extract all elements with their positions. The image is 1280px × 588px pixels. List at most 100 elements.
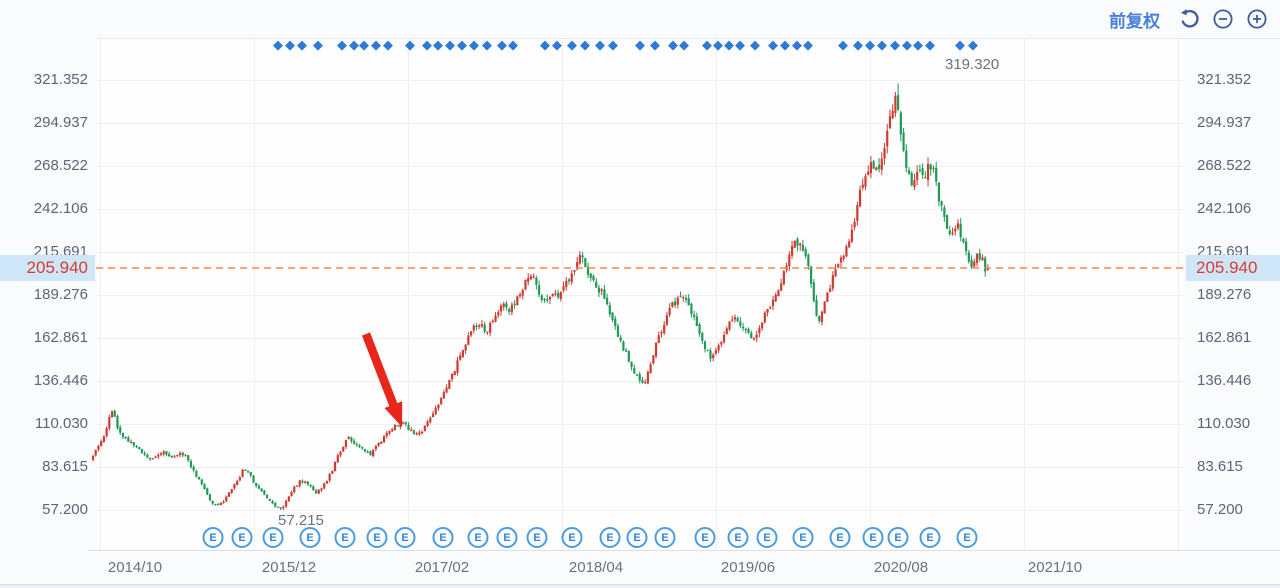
event-diamond-icon[interactable]: ◆ [297, 38, 307, 53]
earnings-report-icon[interactable]: E [496, 527, 518, 548]
event-diamond-icon[interactable]: ◆ [359, 38, 369, 53]
event-diamond-icon[interactable]: ◆ [668, 38, 678, 53]
earnings-report-icon[interactable]: E [887, 527, 909, 548]
event-diamond-icon[interactable]: ◆ [803, 38, 813, 53]
event-diamond-icon[interactable]: ◆ [273, 38, 283, 53]
earnings-report-icon[interactable]: E [626, 527, 648, 548]
x-axis-label: 2015/12 [261, 559, 317, 576]
event-diamond-icon[interactable]: ◆ [702, 38, 712, 53]
earnings-report-icon[interactable]: E [526, 527, 548, 548]
event-diamond-icon[interactable]: ◆ [865, 38, 875, 53]
event-diamond-icon[interactable]: ◆ [508, 38, 518, 53]
event-diamond-icon[interactable]: ◆ [482, 38, 492, 53]
y-axis-label-left: 83.615 [42, 458, 88, 475]
event-diamond-icon[interactable]: ◆ [650, 38, 660, 53]
y-axis-label-right: 242.106 [1197, 200, 1252, 217]
event-diamond-icon[interactable]: ◆ [713, 38, 723, 53]
y-axis-right: 321.352 294.937 268.522 242.106 215.691 189.2… [1197, 0, 1280, 588]
event-diamond-icon[interactable]: ◆ [925, 38, 935, 53]
earnings-report-icon[interactable]: E [654, 527, 676, 548]
last-price-badge-right: 205.940 [1186, 255, 1280, 281]
y-axis-label-left: 242.106 [33, 200, 88, 217]
x-axis-label: 2014/10 [107, 559, 163, 576]
event-diamond-icon[interactable]: ◆ [750, 38, 760, 53]
y-axis-label-right: 321.352 [1197, 71, 1252, 88]
earnings-report-icon[interactable]: E [432, 527, 454, 548]
event-diamond-icon[interactable]: ◆ [580, 38, 590, 53]
event-diamond-icon[interactable]: ◆ [497, 38, 507, 53]
event-diamond-icon[interactable]: ◆ [768, 38, 778, 53]
x-axis-label: 2019/06 [720, 559, 776, 576]
zoom-in-icon[interactable] [1246, 8, 1268, 30]
y-axis-left: 321.352 294.937 268.522 242.106 215.691 189.2… [0, 0, 88, 588]
event-diamond-icon[interactable]: ◆ [552, 38, 562, 53]
event-diamond-icon[interactable]: ◆ [968, 38, 978, 53]
event-diamond-icon[interactable]: ◆ [853, 38, 863, 53]
event-diamond-icon[interactable]: ◆ [313, 38, 323, 53]
earnings-report-icon[interactable]: E [919, 527, 941, 548]
event-diamond-icon[interactable]: ◆ [540, 38, 550, 53]
y-axis-label-left: 294.937 [33, 114, 88, 131]
earnings-report-icon[interactable]: E [262, 527, 284, 548]
event-diamond-icon[interactable]: ◆ [890, 38, 900, 53]
earnings-report-icon[interactable]: E [467, 527, 489, 548]
earnings-report-icon[interactable]: E [727, 527, 749, 548]
event-diamond-icon[interactable]: ◆ [469, 38, 479, 53]
event-diamond-icon[interactable]: ◆ [608, 38, 618, 53]
y-axis-label-right: 136.446 [1197, 372, 1252, 389]
x-axis-label: 2018/04 [568, 559, 624, 576]
y-axis-label-right: 294.937 [1197, 114, 1252, 131]
event-diamond-icon[interactable]: ◆ [405, 38, 415, 53]
event-diamond-icon[interactable]: ◆ [337, 38, 347, 53]
earnings-report-icon[interactable]: E [756, 527, 778, 548]
event-diamond-icon[interactable]: ◆ [838, 38, 848, 53]
event-diamond-icon[interactable]: ◆ [635, 38, 645, 53]
event-diamond-icon[interactable]: ◆ [679, 38, 689, 53]
earnings-report-icon[interactable]: E [561, 527, 583, 548]
earnings-report-icon[interactable]: E [394, 527, 416, 548]
event-diamond-icon[interactable]: ◆ [383, 38, 393, 53]
earnings-report-icon[interactable]: E [956, 527, 978, 548]
y-axis-label-left: 57.200 [42, 501, 88, 518]
event-diamond-icon[interactable]: ◆ [595, 38, 605, 53]
event-diamond-icon[interactable]: ◆ [445, 38, 455, 53]
earnings-report-icon[interactable]: E [366, 527, 388, 548]
y-axis-label-right: 110.030 [1197, 415, 1251, 432]
earnings-report-icon[interactable]: E [202, 527, 224, 548]
event-diamond-icon[interactable]: ◆ [457, 38, 467, 53]
low-price-annotation: 57.215 [278, 512, 324, 529]
earnings-report-icon[interactable]: E [599, 527, 621, 548]
adjust-mode-button[interactable]: 前复权 [1109, 11, 1160, 31]
earnings-report-icon[interactable]: E [694, 527, 716, 548]
undo-icon[interactable] [1178, 8, 1200, 30]
y-axis-label-right: 162.861 [1197, 329, 1252, 346]
event-diamond-icon[interactable]: ◆ [955, 38, 965, 53]
y-axis-label-right: 83.615 [1197, 458, 1243, 475]
event-diamond-icon[interactable]: ◆ [735, 38, 745, 53]
chart-toolbar: 前复权 [1109, 6, 1268, 32]
event-diamond-icon[interactable]: ◆ [877, 38, 887, 53]
event-diamond-icon[interactable]: ◆ [792, 38, 802, 53]
earnings-report-icon[interactable]: E [299, 527, 321, 548]
earnings-report-icon[interactable]: E [792, 527, 814, 548]
event-diamond-icon[interactable]: ◆ [902, 38, 912, 53]
earnings-report-icon[interactable]: E [862, 527, 884, 548]
event-diamond-icon[interactable]: ◆ [285, 38, 295, 53]
event-diamond-icon[interactable]: ◆ [567, 38, 577, 53]
x-axis-label: 2021/10 [1027, 559, 1083, 576]
zoom-out-icon[interactable] [1212, 8, 1234, 30]
y-axis-label-right: 57.200 [1197, 501, 1243, 518]
x-axis-label: 2017/02 [414, 559, 470, 576]
event-diamond-icon[interactable]: ◆ [422, 38, 432, 53]
event-diamond-icon[interactable]: ◆ [433, 38, 443, 53]
earnings-report-icon[interactable]: E [231, 527, 253, 548]
earnings-report-icon[interactable]: E [829, 527, 851, 548]
y-axis-label-right: 268.522 [1197, 157, 1252, 174]
event-diamond-icon[interactable]: ◆ [349, 38, 359, 53]
earnings-report-icon[interactable]: E [334, 527, 356, 548]
event-diamond-icon[interactable]: ◆ [724, 38, 734, 53]
event-diamond-icon[interactable]: ◆ [913, 38, 923, 53]
event-diamond-icon[interactable]: ◆ [371, 38, 381, 53]
event-diamond-icon[interactable]: ◆ [780, 38, 790, 53]
